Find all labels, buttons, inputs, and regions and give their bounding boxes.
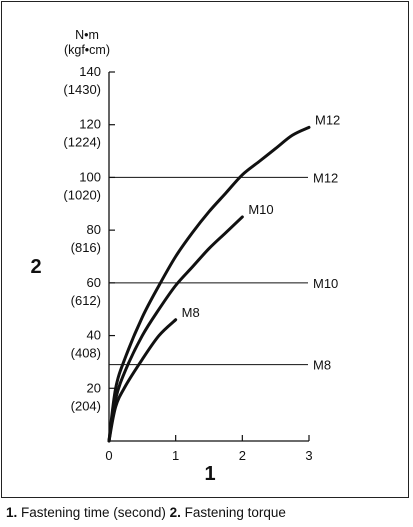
y-tick-label-100: 100 xyxy=(79,169,101,184)
curve-label-m8: M8 xyxy=(182,305,200,320)
x-tick-label-1: 1 xyxy=(172,448,179,463)
y-unit-sublabel: (kgf•cm) xyxy=(64,43,110,57)
y-tick-label-40: 40 xyxy=(87,328,101,343)
y-tick-sublabel-100: (1020) xyxy=(63,187,101,202)
curve-m10 xyxy=(107,215,244,443)
curve-m8 xyxy=(107,318,178,443)
x-axis-number: 1 xyxy=(204,463,215,485)
caption-text-2: Fastening torque xyxy=(180,505,286,520)
caption-text-1: Fastening time (second) xyxy=(17,505,170,520)
curve-label-m12: M12 xyxy=(315,112,340,127)
y-axis-number: 2 xyxy=(30,256,41,278)
curve-label-m10: M10 xyxy=(248,202,273,217)
x-tick-label-3: 3 xyxy=(305,448,312,463)
y-tick-sublabel-140: (1430) xyxy=(63,82,101,97)
y-tick-label-80: 80 xyxy=(87,222,101,237)
y-tick-label-120: 120 xyxy=(79,117,101,132)
y-tick-sublabel-20: (204) xyxy=(71,398,101,413)
ref-line-label-m12: M12 xyxy=(313,170,338,185)
y-tick-label-20: 20 xyxy=(87,380,101,395)
x-tick-label-0: 0 xyxy=(105,448,112,463)
y-tick-label-140: 140 xyxy=(79,64,101,79)
figure-frame xyxy=(1,1,409,498)
ref-line-label-m10: M10 xyxy=(313,276,338,291)
x-tick-label-2: 2 xyxy=(239,448,246,463)
caption-number-1: 1. xyxy=(6,505,18,520)
y-tick-label-60: 60 xyxy=(87,275,101,290)
caption-number-2: 2. xyxy=(169,505,181,520)
y-unit-label: N•m xyxy=(75,28,99,42)
torque-chart: 20(204)40(408)60(612)80(816)100(1020)120… xyxy=(30,28,340,485)
y-tick-sublabel-80: (816) xyxy=(71,240,101,255)
ref-line-label-m8: M8 xyxy=(313,358,331,373)
curve-m12 xyxy=(107,125,311,443)
y-tick-sublabel-120: (1224) xyxy=(63,135,101,150)
figure-caption: 1. Fastening time (second) 2. Fastening … xyxy=(6,505,286,520)
y-tick-sublabel-60: (612) xyxy=(71,293,101,308)
y-tick-sublabel-40: (408) xyxy=(71,346,101,361)
